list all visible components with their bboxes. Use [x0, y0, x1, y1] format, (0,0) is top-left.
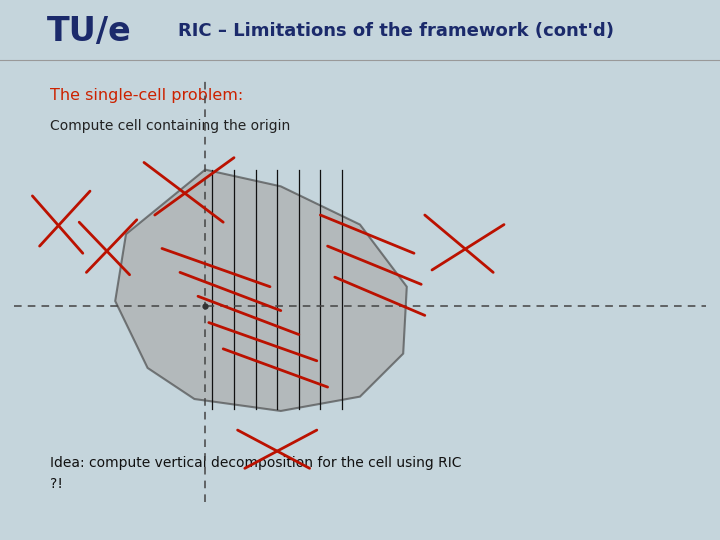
Polygon shape [115, 170, 407, 411]
Text: Idea: compute vertical decomposition for the cell using RIC
?!: Idea: compute vertical decomposition for… [50, 456, 462, 491]
Text: Compute cell containing the origin: Compute cell containing the origin [50, 119, 291, 133]
Text: TU/e: TU/e [47, 15, 132, 48]
Text: RIC – Limitations of the framework (cont'd): RIC – Limitations of the framework (cont… [178, 22, 614, 40]
Text: The single-cell problem:: The single-cell problem: [50, 89, 243, 103]
